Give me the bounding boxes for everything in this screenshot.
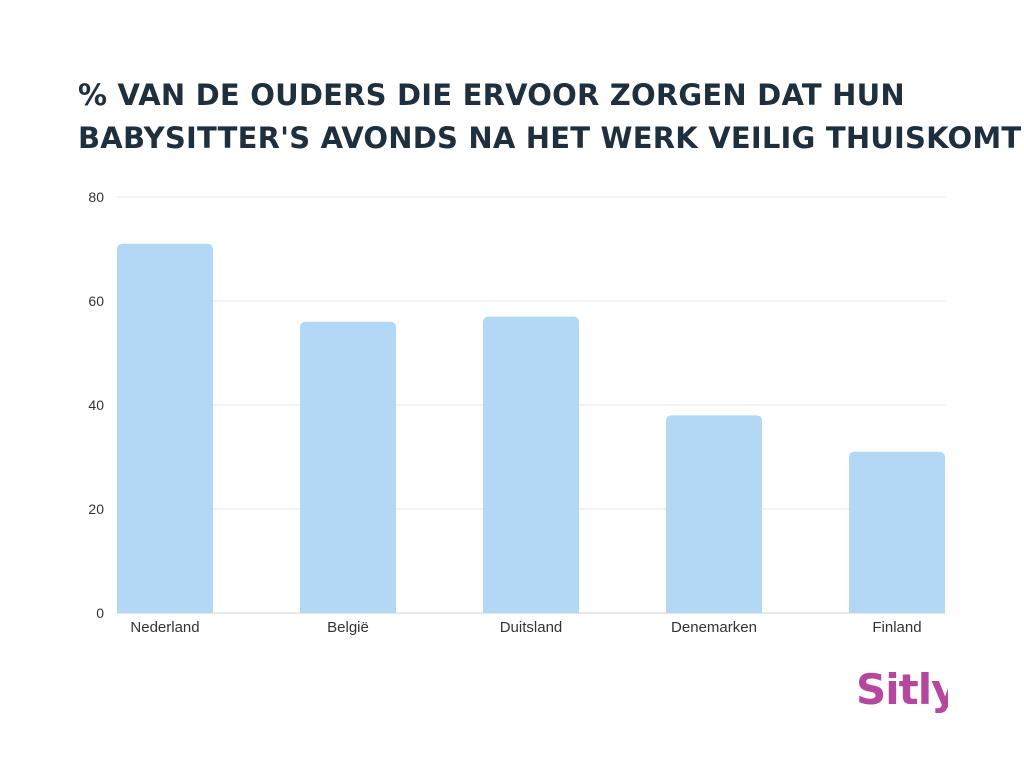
x-tick-label: Finland (872, 619, 921, 636)
x-tick-label: België (327, 619, 369, 636)
chart-title-line-1: % VAN DE OUDERS DIE ERVOOR ZORGEN DAT HU… (78, 78, 905, 112)
bar-finland (849, 451, 945, 613)
x-axis-labels: Nederland België Duitsland Denemarken Finlan… (130, 619, 921, 636)
logo-text: Sitly (856, 665, 948, 714)
bar-duitsland (483, 316, 579, 613)
y-tick-label: 80 (88, 189, 104, 205)
y-tick-label: 40 (88, 397, 104, 413)
y-tick-label: 20 (88, 501, 104, 517)
chart-title: % VAN DE OUDERS DIE ERVOOR ZORGEN DAT HU… (78, 74, 1022, 160)
y-tick-label: 60 (88, 293, 104, 309)
bar-belgië (300, 321, 396, 613)
x-tick-label: Denemarken (671, 619, 757, 636)
bar-denemarken (666, 415, 762, 613)
y-tick-label: 0 (96, 605, 104, 621)
bar-nederland (117, 243, 213, 614)
bars (117, 243, 945, 614)
x-tick-label: Nederland (130, 619, 199, 636)
x-tick-label: Duitsland (500, 619, 563, 636)
chart-title-line-2: BABYSITTER'S AVONDS NA HET WERK VEILIG T… (78, 121, 1022, 155)
y-axis-ticks: 0 20 40 60 80 (88, 189, 104, 621)
sitly-logo: Sitly (848, 664, 959, 720)
